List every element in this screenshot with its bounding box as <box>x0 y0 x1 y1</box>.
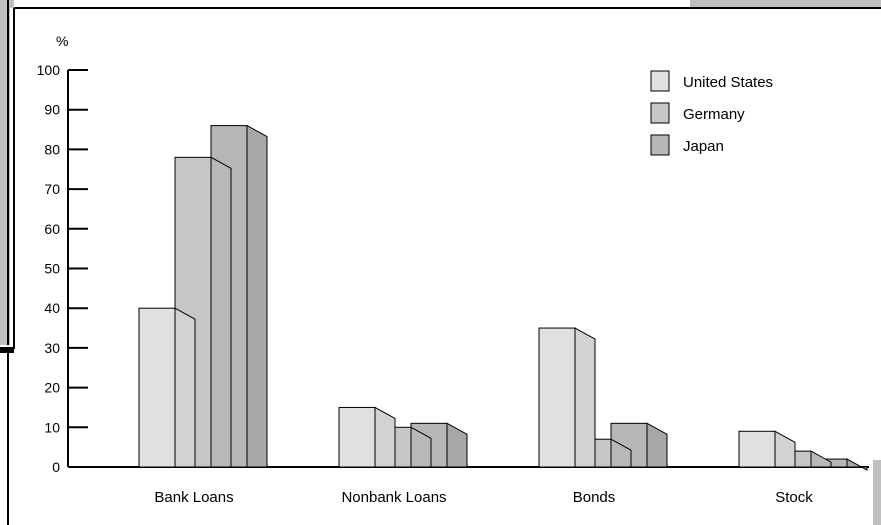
x-axis-labels: Bank Loans Nonbank Loans Bonds Stock <box>154 489 813 506</box>
legend-label: United States <box>683 74 773 91</box>
bar-side <box>210 156 232 468</box>
y-tick-label: 70 <box>44 181 60 197</box>
y-tick-label: 20 <box>44 380 60 396</box>
bars-group <box>138 124 868 471</box>
y-axis: 0 10 20 30 40 50 60 70 80 90 100 <box>37 62 869 475</box>
y-tick-label: 50 <box>44 261 60 277</box>
bar <box>738 430 776 468</box>
category-label: Bonds <box>573 489 616 506</box>
category-label: Nonbank Loans <box>341 489 446 506</box>
legend-swatch <box>650 134 670 156</box>
bar <box>138 307 176 468</box>
bar-side <box>174 307 196 468</box>
y-tick-label: 90 <box>44 102 60 118</box>
category-label: Stock <box>775 489 813 506</box>
left-gray-panel <box>0 0 10 345</box>
right-gray-strip <box>873 460 881 525</box>
bar <box>338 406 376 468</box>
y-tick-label: 0 <box>52 459 60 475</box>
legend-swatch <box>650 102 670 124</box>
bar-side <box>374 406 396 468</box>
legend-swatch <box>650 70 670 92</box>
y-tick-label: 80 <box>44 141 60 157</box>
bar-side <box>246 124 268 468</box>
category-label: Bank Loans <box>154 489 233 506</box>
y-tick-label: 60 <box>44 221 60 237</box>
bar-side <box>574 327 596 468</box>
y-tick-label: 100 <box>37 62 61 78</box>
top-white-strip <box>14 0 690 8</box>
bar-side <box>774 430 796 468</box>
bar-side <box>846 458 868 471</box>
y-unit-label: % <box>56 33 68 49</box>
y-tick-label: 30 <box>44 340 60 356</box>
bar-side <box>646 422 668 468</box>
bar <box>538 327 576 468</box>
legend: United States Germany Japan <box>650 70 773 156</box>
y-tick-label: 10 <box>44 419 60 435</box>
legend-label: Japan <box>683 138 724 155</box>
legend-label: Germany <box>683 106 745 123</box>
y-tick-label: 40 <box>44 300 60 316</box>
bar-side <box>446 422 468 468</box>
